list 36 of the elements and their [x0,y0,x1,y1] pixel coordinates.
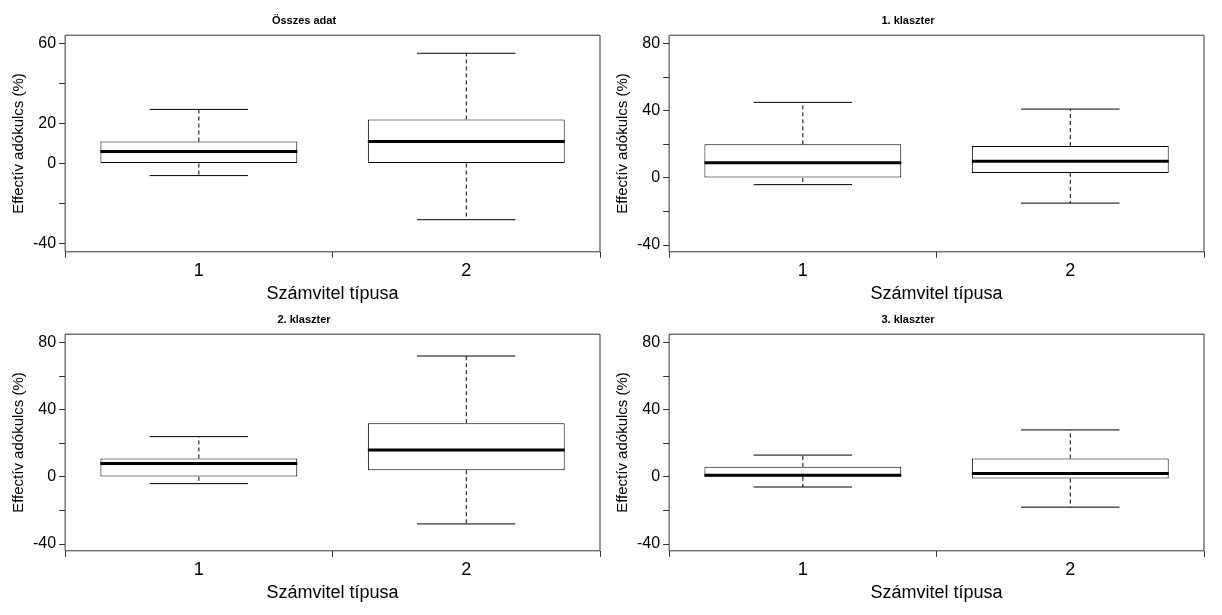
x-axis-title: Számvitel típusa [870,283,1004,304]
y-tick-label: 40 [642,400,661,418]
y-axis-title: Effectív adókulcs (%) [613,372,631,513]
y-tick-label: 0 [47,467,57,485]
y-axis-title: Effectív adókulcs (%) [613,73,631,214]
y-tick-label: 0 [651,168,661,186]
y-tick-label: 40 [642,101,661,119]
y-tick-label: 0 [651,467,661,485]
x-tick-label: 2 [1065,259,1076,280]
x-tick-label: 2 [461,558,472,579]
y-tick-label: 80 [642,333,661,350]
x-tick-label: 2 [1065,558,1076,579]
x-tick-label: 1 [797,259,808,280]
y-tick-label: -40 [637,235,661,253]
y-tick-label: 40 [38,400,57,418]
x-axis-title: Számvitel típusa [870,582,1004,603]
x-tick-label: 1 [797,558,808,579]
y-axis-title: Effectív adókulcs (%) [9,73,27,214]
y-tick-label: 60 [38,33,57,51]
x-tick-label: 1 [193,558,204,579]
y-tick-label: 80 [642,34,661,51]
chart-title: 2. klaszter [277,312,332,325]
y-tick-label: -40 [33,534,57,552]
y-axis-title: Effectív adókulcs (%) [9,372,27,513]
x-axis-title: Számvitel típusa [266,283,400,304]
y-tick-label: -40 [637,534,661,552]
y-tick-label: 80 [38,333,57,350]
chart-title: 3. klaszter [881,312,936,325]
y-tick-label: 20 [38,113,57,131]
x-axis-title: Számvitel típusa [266,582,400,603]
chart-title: 1. klaszter [881,13,936,26]
chart-title: Összes adat [271,13,337,26]
x-tick-label: 1 [193,259,204,280]
y-tick-label: -40 [33,234,57,252]
y-tick-label: 0 [47,153,57,171]
x-tick-label: 2 [461,259,472,280]
